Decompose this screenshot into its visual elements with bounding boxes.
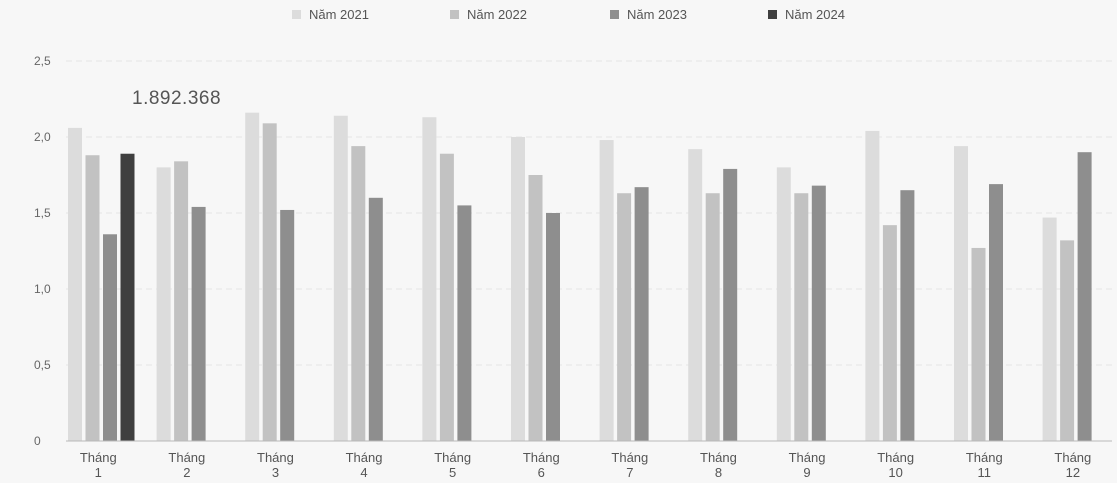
x-tick-label: Tháng 2 (168, 450, 205, 480)
bar-năm-2021-8 (688, 149, 703, 441)
bar-năm-2022-3 (262, 123, 277, 441)
legend-swatch (450, 10, 459, 19)
bar-năm-2021-4 (333, 115, 348, 441)
x-tick-label: Tháng 9 (789, 450, 826, 480)
legend-label: Năm 2021 (309, 7, 369, 22)
bar-năm-2021-10 (865, 130, 880, 442)
bar-năm-2022-9 (794, 193, 809, 441)
legend-label: Năm 2023 (627, 7, 687, 22)
bar-năm-2023-1 (103, 234, 117, 441)
bars (68, 112, 1092, 442)
bar-năm-2022-1 (85, 155, 100, 442)
bar-năm-2022-2 (174, 161, 189, 441)
x-tick-label: Tháng 1 (80, 450, 117, 480)
x-tick-label: Tháng 12 (1054, 450, 1091, 480)
bar-năm-2022-4 (351, 146, 366, 441)
bar-năm-2021-9 (776, 167, 791, 441)
bar-năm-2023-10 (900, 190, 915, 441)
y-tick-label: 2,0 (34, 130, 51, 144)
bar-năm-2024-1 (120, 153, 135, 441)
x-tick-label: Tháng 6 (523, 450, 560, 480)
bar-năm-2021-11 (954, 146, 968, 441)
bar-năm-2021-12 (1042, 217, 1057, 441)
bar-năm-2022-10 (882, 225, 897, 441)
legend-swatch (768, 10, 777, 19)
data-annotation: 1.892.368 (132, 88, 221, 109)
x-tick-label: Tháng 11 (966, 450, 1003, 480)
legend-label: Năm 2024 (785, 7, 845, 22)
bar-năm-2021-7 (599, 140, 614, 442)
y-tick-label: 1,0 (34, 282, 51, 296)
annotations: 1.892.368 (132, 88, 221, 109)
bar-năm-2023-5 (457, 205, 472, 441)
legend: Năm 2021 Năm 2022 Năm 2023 Năm 2024 (292, 7, 845, 22)
axes: 0 0,5 1,0 1,5 2,0 2,5 Tháng 1 Tháng 2 Tháng 3 Tháng 4… (34, 54, 1112, 480)
legend-swatch (610, 10, 619, 19)
bar-năm-2021-1 (68, 127, 82, 441)
bar-năm-2023-11 (989, 184, 1003, 441)
bar-năm-2021-3 (245, 112, 260, 442)
bar-năm-2023-12 (1077, 152, 1092, 441)
legend-swatch (292, 10, 301, 19)
bar-năm-2022-6 (528, 175, 543, 441)
bar-năm-2022-11 (971, 247, 986, 441)
x-tick-label: Tháng 5 (434, 450, 471, 480)
bar-năm-2023-3 (280, 209, 295, 441)
bar-năm-2023-8 (723, 168, 738, 442)
x-tick-label: Tháng 7 (611, 450, 648, 480)
bar-năm-2021-6 (511, 137, 525, 441)
bar-năm-2022-8 (705, 193, 720, 441)
bar-năm-2022-5 (439, 153, 454, 441)
legend-label: Năm 2022 (467, 7, 527, 22)
y-tick-label: 1,5 (34, 206, 51, 220)
bar-năm-2023-7 (634, 187, 649, 441)
y-tick-label: 0,5 (34, 358, 51, 372)
bar-năm-2023-6 (546, 213, 560, 441)
bar-năm-2022-12 (1060, 240, 1075, 441)
x-tick-label: Tháng 3 (257, 450, 294, 480)
bar-năm-2023-2 (191, 206, 206, 441)
bar-năm-2022-7 (617, 193, 632, 441)
bar-năm-2021-2 (156, 167, 171, 441)
bar-năm-2021-5 (422, 117, 437, 442)
bar-năm-2023-9 (811, 185, 826, 441)
x-tick-label: Tháng 4 (346, 450, 383, 480)
x-tick-label: Tháng 10 (877, 450, 914, 480)
bar-năm-2023-4 (368, 197, 383, 441)
y-tick-label: 2,5 (34, 54, 51, 68)
gridlines (66, 60, 1112, 366)
y-tick-label: 0 (34, 434, 41, 448)
x-tick-label: Tháng 8 (700, 450, 737, 480)
